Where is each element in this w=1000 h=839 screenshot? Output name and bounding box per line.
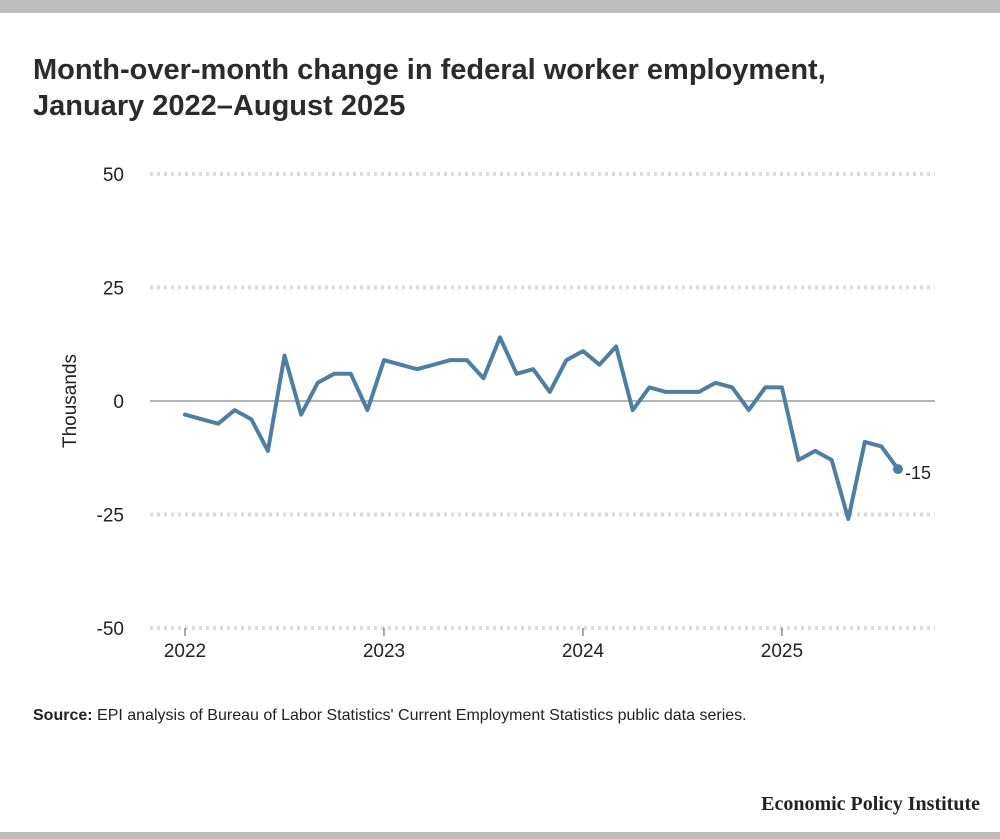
y-tick-label: 0 bbox=[113, 392, 124, 413]
x-tick-label: 2025 bbox=[761, 641, 803, 662]
series-line bbox=[183, 335, 900, 521]
source-label: Source: bbox=[33, 707, 93, 724]
y-tick-label: 50 bbox=[103, 165, 124, 186]
x-tick-label: 2022 bbox=[164, 641, 206, 662]
brand-logo: Economic Policy Institute bbox=[761, 793, 980, 815]
x-tick-label: 2023 bbox=[363, 641, 405, 662]
gridlines bbox=[150, 172, 935, 630]
y-tick-label: -50 bbox=[97, 619, 124, 640]
bottom-frame-bar bbox=[0, 832, 1000, 839]
source-text: EPI analysis of Bureau of Labor Statisti… bbox=[92, 707, 747, 724]
y-axis-label: Thousands bbox=[60, 354, 81, 448]
end-point-label: -15 bbox=[905, 463, 931, 483]
chart-title-line-1: Month-over-month change in federal worke… bbox=[33, 54, 826, 86]
y-tick-label: 25 bbox=[103, 279, 124, 300]
end-point-marker bbox=[893, 464, 903, 475]
y-tick-label: -25 bbox=[97, 506, 124, 527]
axis-labels: 50 25 0 -25 -50 Thousands 2022 2023 2024 2025 bbox=[60, 165, 803, 662]
series-layer: -15 bbox=[183, 335, 931, 521]
top-frame-bar bbox=[0, 0, 1000, 13]
x-tick-label: 2024 bbox=[562, 641, 605, 662]
chart-title-line-2: January 2022–August 2025 bbox=[33, 90, 406, 122]
source-note: Source: EPI analysis of Bureau of Labor … bbox=[33, 707, 973, 725]
chart-title: Month-over-month change in federal worke… bbox=[33, 52, 953, 124]
line-chart: 50 25 0 -25 -50 Thousands 2022 2023 2024 2025 -15 bbox=[60, 165, 935, 662]
